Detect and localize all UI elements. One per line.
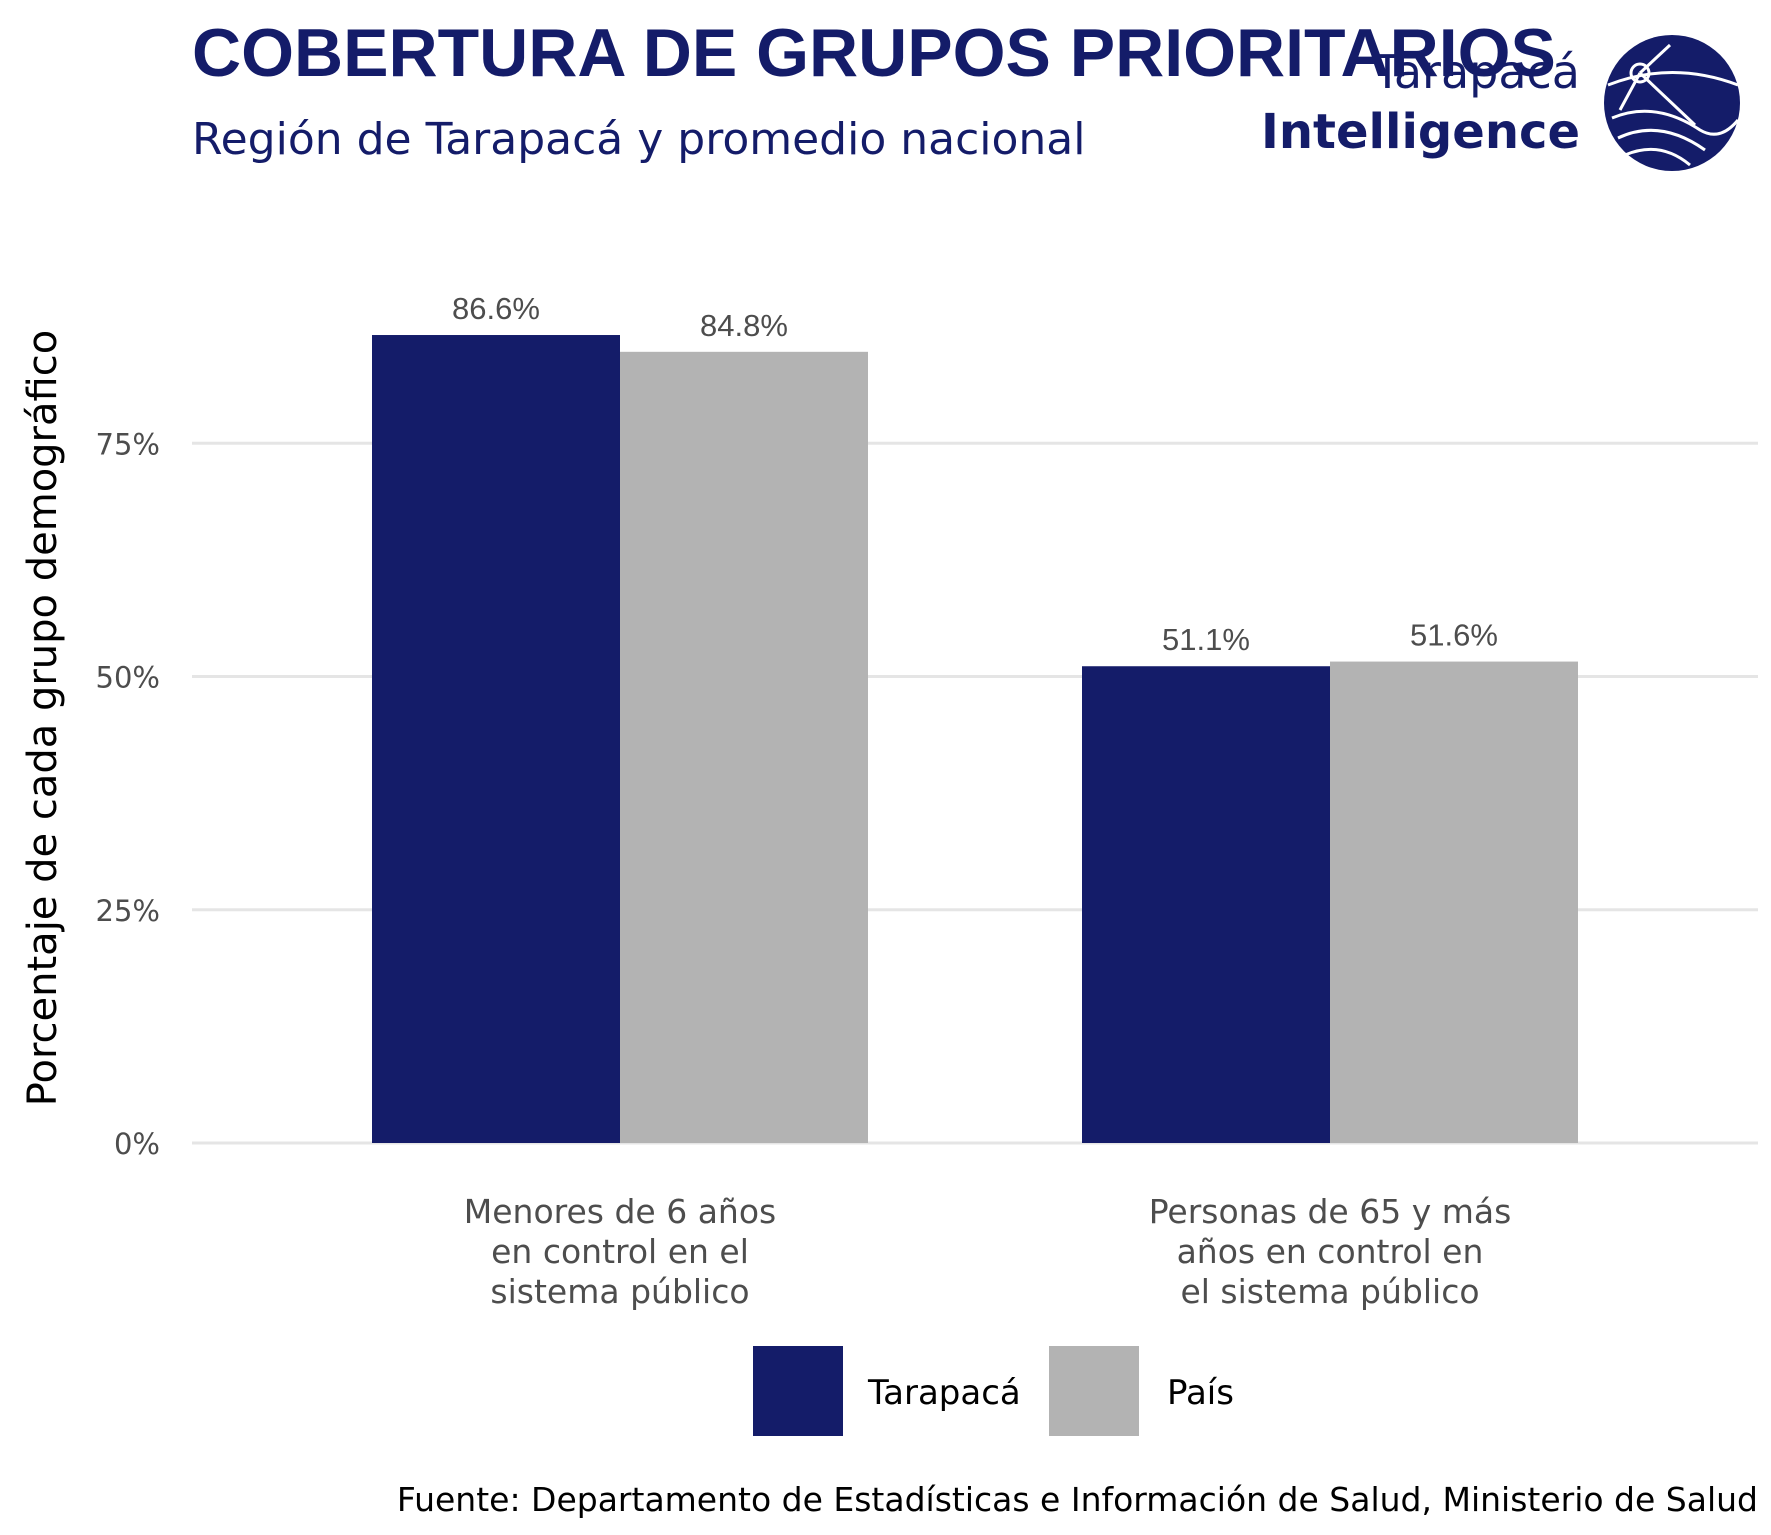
legend-label: País (1167, 1373, 1234, 1413)
x-tick-line: en control en el (491, 1232, 749, 1271)
bar-tarapaca-0 (372, 335, 620, 1144)
x-tick-line: años en control en (1177, 1232, 1484, 1271)
bar-pais-1 (1330, 661, 1578, 1143)
y-axis-ticks: 0% 25% 50% 75% (96, 427, 160, 1161)
legend: Tarapacá País (753, 1346, 1234, 1436)
source-caption: Fuente: Departamento de Estadísticas e I… (397, 1480, 1758, 1519)
legend-swatch (1049, 1346, 1139, 1436)
y-tick-label: 50% (96, 661, 160, 695)
bar-tarapaca-1 (1082, 666, 1330, 1143)
x-tick-line: Menores de 6 años (464, 1192, 776, 1231)
x-tick-line: Personas de 65 y más (1149, 1192, 1512, 1231)
globe-icon (1604, 35, 1740, 171)
data-label: 51.6% (1410, 618, 1498, 653)
data-label: 51.1% (1162, 622, 1250, 657)
brand-logo: Tarapacá Intelligence (1261, 35, 1740, 171)
data-labels: 86.6% 84.8% 51.1% 51.6% (452, 291, 1498, 657)
x-tick-label: Personas de 65 y más años en control en el… (1149, 1192, 1512, 1311)
y-tick-label: 75% (96, 427, 160, 461)
data-label: 86.6% (452, 291, 540, 326)
chart-subtitle: Región de Tarapacá y promedio nacional (192, 114, 1086, 165)
bars (372, 335, 1578, 1144)
legend-label: Tarapacá (867, 1373, 1021, 1413)
brand-name-line1: Tarapacá (1372, 45, 1580, 99)
chart-title: COBERTURA DE GRUPOS PRIORITARIOS (192, 15, 1556, 91)
data-label: 84.8% (700, 308, 788, 343)
y-tick-label: 25% (96, 894, 160, 928)
legend-swatch (753, 1346, 843, 1436)
bar-pais-0 (620, 351, 868, 1143)
x-tick-line: el sistema público (1180, 1272, 1479, 1311)
x-axis-ticks: Menores de 6 años en control en el sistema… (464, 1192, 1512, 1311)
x-tick-line: sistema público (490, 1272, 749, 1311)
x-tick-label: Menores de 6 años en control en el sistema… (464, 1192, 776, 1311)
y-axis-label: Porcentaje de cada grupo demográfico (20, 330, 66, 1106)
y-tick-label: 0% (114, 1127, 160, 1161)
brand-name-line2: Intelligence (1261, 104, 1580, 160)
